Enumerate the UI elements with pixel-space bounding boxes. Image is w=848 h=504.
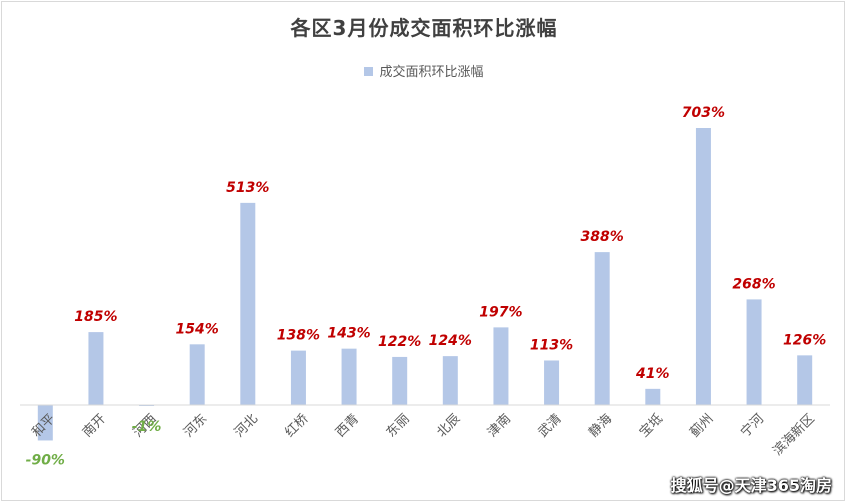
bar	[290, 350, 306, 405]
bar	[746, 299, 762, 405]
bar	[189, 344, 205, 405]
watermark: 搜狐号@天津365淘房	[670, 476, 832, 495]
x-tick-label: 宁河	[737, 411, 767, 441]
x-tick-label: 红桥	[282, 411, 312, 441]
x-tick-label: 北辰	[434, 411, 463, 440]
x-tick-label: 滨海新区	[770, 411, 818, 459]
data-label: 268%	[732, 276, 775, 292]
bar	[695, 128, 711, 405]
data-label: 122%	[378, 334, 421, 350]
x-tick-label: 津南	[484, 411, 514, 441]
x-tick-label: 蓟州	[687, 411, 716, 440]
chart-title: 各区3月份成交面积环比涨幅	[290, 16, 558, 40]
x-tick-label: 河北	[232, 411, 261, 440]
bar	[544, 360, 560, 405]
data-label: -1%	[132, 419, 162, 435]
bar	[594, 252, 610, 405]
data-label: 124%	[429, 333, 472, 349]
data-label: 197%	[479, 304, 522, 320]
bar	[392, 356, 408, 405]
data-label: 185%	[74, 309, 117, 325]
legend-label: 成交面积环比涨幅	[379, 65, 484, 80]
chart-legend: 成交面积环比涨幅	[0, 61, 848, 80]
bar	[341, 348, 357, 405]
data-label: 138%	[277, 328, 320, 344]
bar	[88, 332, 104, 405]
bar	[240, 202, 256, 405]
data-label: -90%	[26, 452, 65, 468]
x-tick-label: 武清	[536, 411, 565, 440]
bar	[645, 388, 661, 405]
bar	[797, 355, 813, 405]
data-label: 388%	[581, 229, 624, 245]
bar	[442, 356, 458, 405]
x-tick-label: 宝坻	[636, 411, 666, 441]
legend-swatch	[364, 67, 374, 76]
data-label: 113%	[530, 337, 573, 353]
x-tick-label: 和平	[29, 411, 58, 440]
x-tick-label: 南开	[79, 411, 109, 441]
bar	[37, 405, 53, 441]
x-tick-label: 河东	[181, 411, 210, 440]
data-label: 154%	[176, 321, 219, 337]
x-tick-label: 东丽	[384, 411, 413, 440]
x-tick-label: 静海	[586, 411, 615, 440]
data-label: 41%	[635, 366, 670, 382]
data-label: 703%	[682, 105, 725, 121]
x-tick-label: 西青	[333, 411, 362, 440]
data-label: 126%	[783, 332, 826, 348]
data-label: 513%	[226, 180, 269, 196]
data-label: 143%	[327, 326, 370, 342]
bar	[493, 327, 509, 405]
